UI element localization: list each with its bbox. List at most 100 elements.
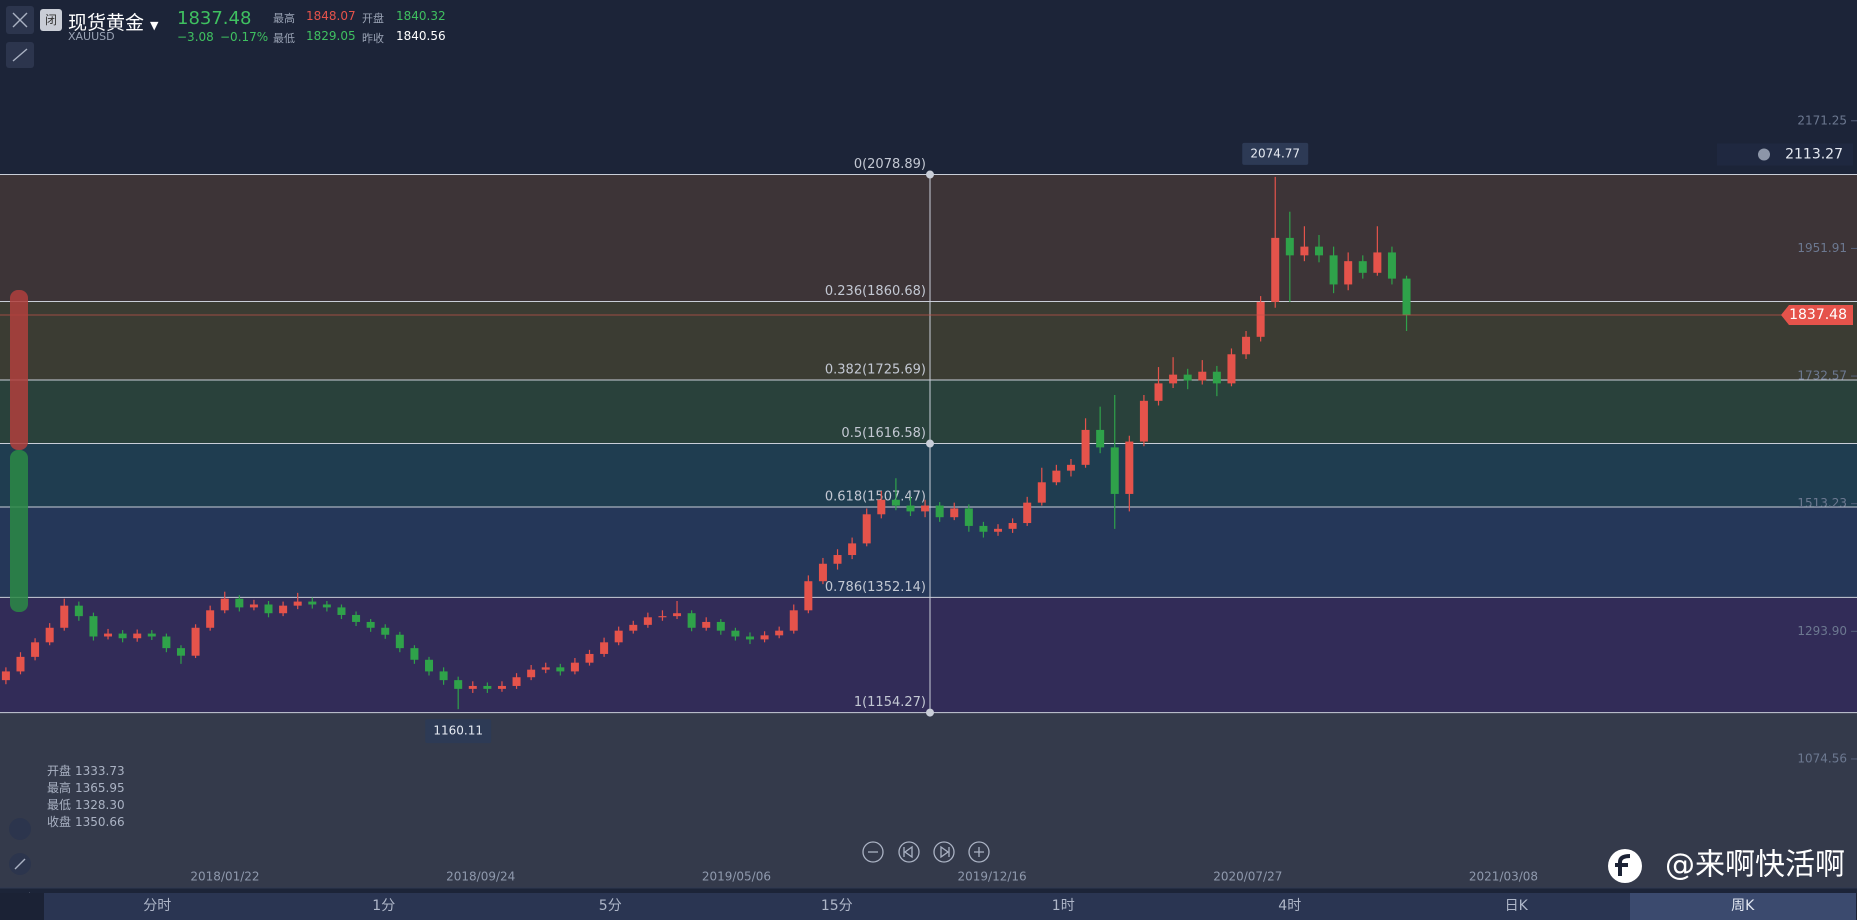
y-tick-label: 1074.56 (1797, 751, 1847, 765)
zoom-out-button[interactable] (862, 841, 884, 863)
candle-body (366, 621, 375, 628)
timeframe-tab[interactable]: 4时 (1278, 898, 1302, 914)
icon (12, 48, 28, 62)
candle-body (1315, 246, 1323, 256)
candle-body (935, 505, 944, 518)
candle-body (1329, 255, 1338, 285)
candle-body (118, 633, 127, 639)
timeframe-tab[interactable]: 1时 (1051, 898, 1075, 914)
candle-body (964, 508, 973, 526)
lower-region (0, 712, 1857, 888)
timeframe-tab[interactable]: 日K (1504, 898, 1528, 914)
fib-label: 0.786(1352.14) (825, 580, 926, 595)
candle-body (877, 499, 886, 515)
candle-body (921, 505, 930, 512)
candle-body (235, 598, 244, 608)
fib-handle[interactable] (926, 170, 934, 179)
high: 1848.07 (306, 9, 356, 23)
candle-body (322, 604, 331, 608)
zoom-in-button[interactable] (968, 841, 990, 863)
fib-band (0, 380, 1857, 444)
alert-price-label: 2113.27 (1785, 147, 1843, 163)
candle-body (570, 662, 579, 672)
left-tools (6, 6, 34, 893)
candle-body (1285, 237, 1294, 256)
candle-body (687, 613, 696, 628)
candle-body (293, 601, 302, 606)
candle-body (600, 642, 609, 654)
sentiment-bar-up (10, 290, 28, 450)
timeframe-tab[interactable]: 15分 (820, 898, 853, 914)
info-value: 1333.73 (75, 764, 125, 778)
candle-body (74, 605, 83, 617)
candle-body (352, 614, 361, 622)
candle-body (425, 659, 434, 672)
fib-label: 0.618(1507.47) (825, 490, 926, 505)
high-marker-label: 2074.77 (1250, 146, 1300, 160)
low-label: 最低 (273, 32, 295, 45)
candle-body (1154, 383, 1163, 401)
candle-body (1008, 523, 1017, 529)
candle-body (1139, 400, 1148, 442)
price: 1837.48 (177, 8, 252, 29)
candle-body (1402, 278, 1411, 316)
fib-label: 0.236(1860.68) (825, 284, 926, 299)
low-marker-label: 1160.11 (433, 724, 483, 738)
symbol-name[interactable]: 现货黄金 ▼ (68, 8, 158, 35)
candle-body (702, 621, 711, 628)
candle-body (950, 508, 959, 518)
candle-body (468, 685, 477, 689)
timeframe-tab[interactable]: 1分 (372, 898, 396, 914)
candle-body (1096, 429, 1105, 448)
candle-body (264, 604, 273, 614)
candle-body (760, 635, 769, 640)
chart: 0(2078.89) 0.236(1860.68) 0.382(1725.69) 0.… (0, 6, 1857, 893)
y-tick-label: 1513.23 (1797, 496, 1847, 510)
candle-body (1387, 252, 1396, 279)
fib-label: 1(1154.27) (854, 695, 926, 710)
candle-body (60, 605, 69, 628)
candle-body (1256, 301, 1265, 337)
candle-body (1066, 464, 1075, 471)
prev-close: 1840.56 (396, 29, 446, 43)
candle-body (1125, 441, 1134, 494)
candle-body (862, 514, 871, 544)
prev-button[interactable] (898, 841, 920, 863)
info-value: 1350.66 (75, 815, 125, 829)
candle-body (556, 667, 565, 672)
candle-body (1, 671, 10, 681)
icon (903, 845, 913, 859)
candle-body (162, 636, 171, 649)
fib-band (0, 507, 1857, 598)
candle-body (629, 624, 638, 631)
timeframe-tab[interactable]: 周K (1629, 893, 1856, 920)
x-tick-label: 2020/07/27 (1213, 870, 1282, 884)
candle-body (541, 667, 550, 670)
candle-body (848, 543, 857, 556)
fib-handle[interactable] (926, 708, 934, 717)
timeframe-tab[interactable]: 5分 (598, 898, 622, 914)
candle-body (133, 633, 142, 639)
fib-bands (0, 174, 1857, 888)
low: 1829.05 (306, 29, 356, 43)
next-button[interactable] (933, 841, 955, 863)
y-tick-label: 2171.25 (1797, 113, 1847, 127)
fib-handle[interactable] (926, 439, 934, 448)
open: 1840.32 (396, 9, 446, 23)
candle-body (731, 630, 740, 637)
candle-body (716, 621, 725, 631)
candle-body (206, 610, 215, 628)
indicator-button[interactable] (9, 818, 31, 840)
info-label: 收盘 (47, 815, 72, 829)
candle-body (833, 555, 842, 564)
icon (12, 12, 28, 28)
candle-body (527, 669, 536, 678)
candle-body (1271, 237, 1280, 302)
candles: 2074.77 1160.11 1837.48 2113.27 (0, 142, 1853, 744)
candle-body (454, 680, 463, 689)
candle-body (1300, 246, 1309, 256)
timeframe-tab[interactable]: 分时 (143, 898, 172, 914)
candle-body (1183, 374, 1192, 381)
alert-tag[interactable] (1717, 143, 1853, 166)
watermark: @来啊快活啊 (1665, 848, 1845, 883)
